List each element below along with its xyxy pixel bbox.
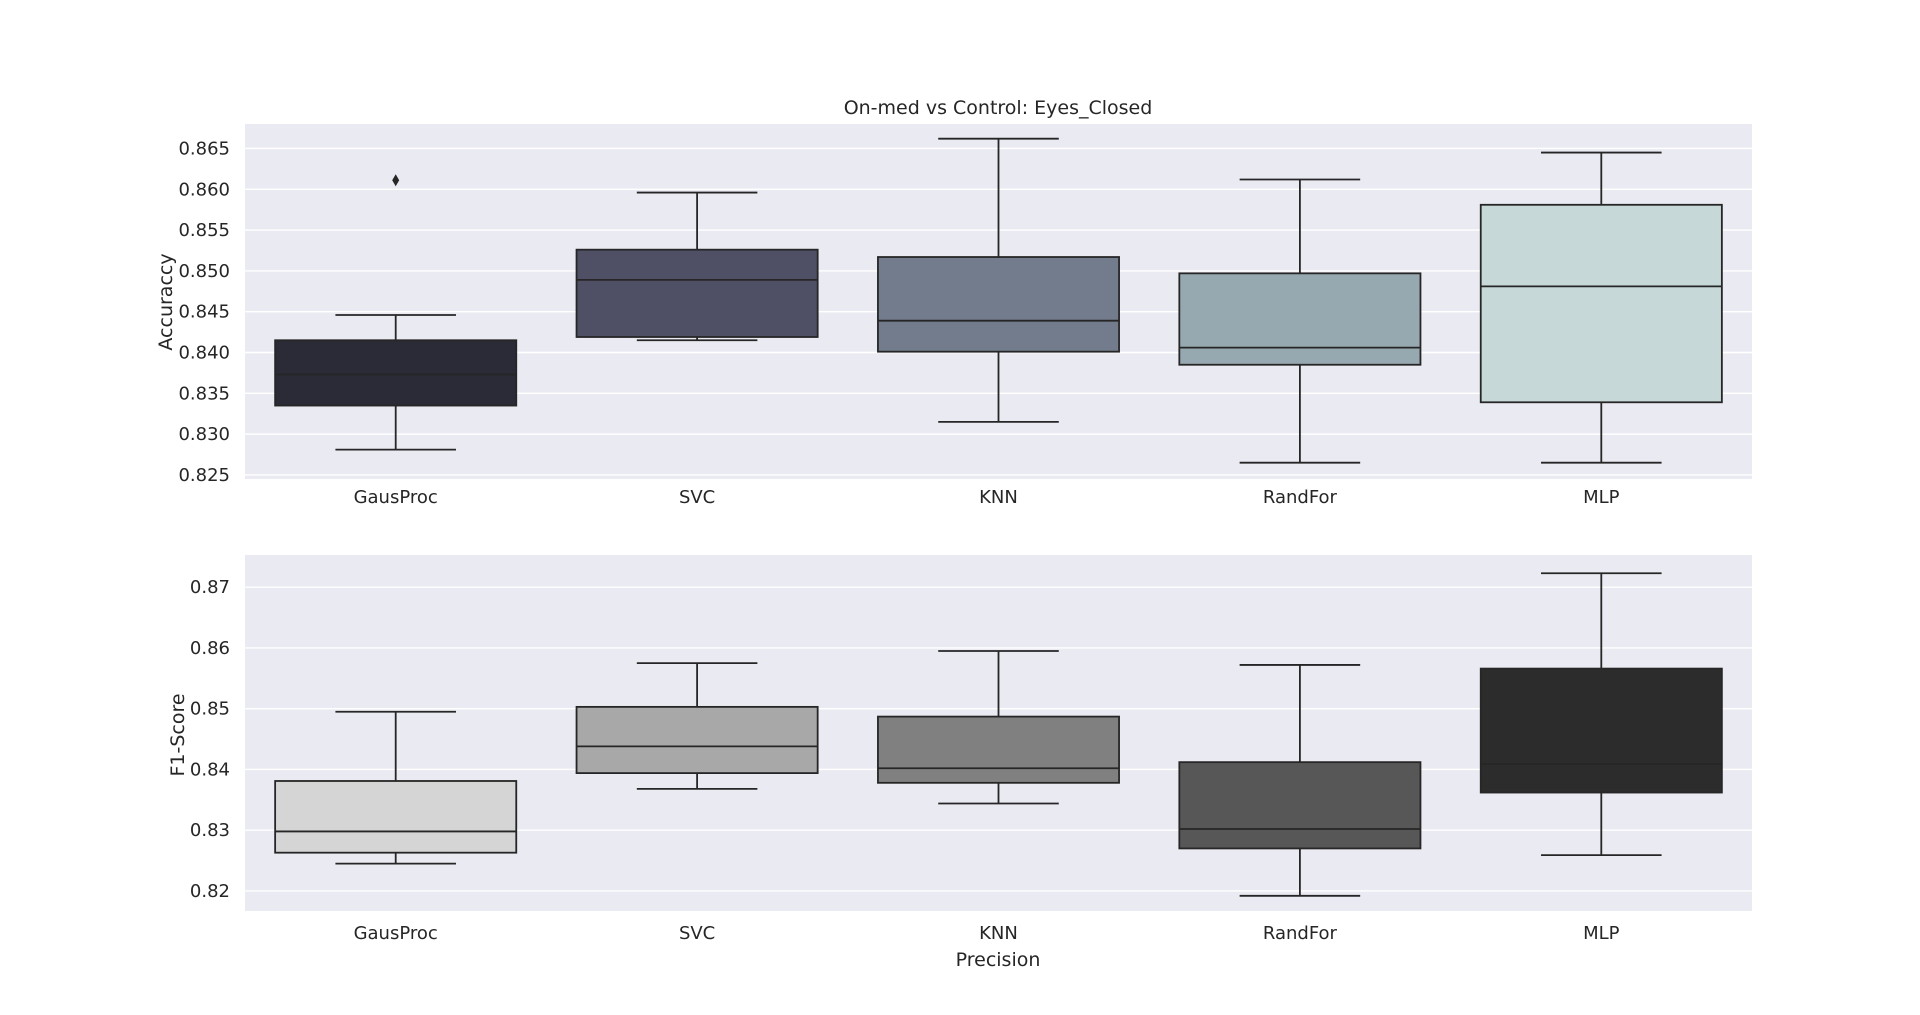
interquartile-box	[877, 256, 1120, 353]
accuracy-x-tick-label: MLP	[1583, 487, 1620, 508]
accuracy-panel: 0.825 0.830 0.835 0.840 0.845 0.850 0.855 0.860…	[155, 124, 1752, 508]
accuracy-boxes	[274, 137, 1723, 464]
interquartile-box	[877, 715, 1120, 784]
f1-score-x-tick-label: GausProc	[354, 923, 438, 944]
accuracy-box-mlp	[1479, 151, 1723, 464]
f1-score-y-tick-label: 0.82	[190, 881, 230, 902]
f1-score-x-tick-label: SVC	[679, 923, 715, 944]
interquartile-box	[1479, 667, 1723, 794]
f1-score-x-tick-label: MLP	[1583, 923, 1620, 944]
accuracy-y-tick-label: 0.825	[178, 465, 230, 486]
chart-title: On-med vs Control: Eyes_Closed	[844, 97, 1153, 119]
accuracy-y-tick-label: 0.835	[178, 383, 230, 404]
f1-score-box-gausproc	[274, 710, 518, 865]
outlier-point	[392, 174, 400, 187]
f1-score-boxes	[274, 572, 1723, 897]
accuracy-y-tick-label: 0.865	[178, 138, 230, 159]
f1-score-y-tick-label: 0.85	[190, 699, 230, 720]
accuracy-y-tick-label: 0.850	[178, 261, 230, 282]
accuracy-box-knn	[877, 137, 1120, 423]
interquartile-box	[274, 780, 518, 854]
accuracy-y-tick-label: 0.860	[178, 179, 230, 200]
interquartile-box	[575, 248, 819, 338]
accuracy-y-tick-label: 0.840	[178, 343, 230, 364]
accuracy-y-tick-label: 0.830	[178, 424, 230, 445]
f1-score-x-axis-label: Precision	[956, 949, 1041, 971]
f1-score-y-tick-label: 0.84	[190, 759, 230, 780]
accuracy-y-tick-label: 0.855	[178, 220, 230, 241]
interquartile-box	[274, 339, 518, 407]
f1-score-y-tick-label: 0.83	[190, 820, 230, 841]
accuracy-x-tick-labels: GausProc SVC KNN RandFor MLP	[354, 487, 1620, 508]
interquartile-box	[1178, 761, 1422, 850]
f1-score-y-axis-label: F1-Score	[167, 693, 189, 776]
accuracy-x-tick-label: KNN	[979, 487, 1018, 508]
accuracy-x-tick-label: GausProc	[354, 487, 438, 508]
interquartile-box	[1479, 203, 1723, 404]
accuracy-y-axis-label: Accuraccy	[155, 253, 177, 350]
accuracy-box-randfor	[1178, 178, 1422, 464]
accuracy-box-svc	[575, 191, 819, 342]
accuracy-box-gausproc	[274, 174, 518, 451]
interquartile-box	[575, 705, 819, 774]
accuracy-x-tick-label: RandFor	[1263, 487, 1338, 508]
f1-score-x-tick-label: KNN	[979, 923, 1018, 944]
f1-score-box-mlp	[1479, 572, 1723, 857]
interquartile-box	[1178, 272, 1422, 366]
f1-score-x-tick-labels: GausProc SVC KNN RandFor MLP	[354, 923, 1620, 944]
f1-score-y-tick-label: 0.87	[190, 577, 230, 598]
f1-score-box-randfor	[1178, 664, 1422, 897]
f1-score-panel: 0.82 0.83 0.84 0.85 0.86 0.87 GausProc SVC KNN R…	[167, 555, 1752, 971]
f1-score-y-tick-label: 0.86	[190, 638, 230, 659]
accuracy-y-tick-label: 0.845	[178, 302, 230, 323]
f1-score-y-tick-labels: 0.82 0.83 0.84 0.85 0.86 0.87	[190, 577, 230, 902]
accuracy-x-tick-label: SVC	[679, 487, 715, 508]
f1-score-box-knn	[877, 650, 1120, 805]
accuracy-y-tick-labels: 0.825 0.830 0.835 0.840 0.845 0.850 0.855 0.860…	[178, 138, 230, 485]
f1-score-box-svc	[575, 662, 819, 790]
f1-score-x-tick-label: RandFor	[1263, 923, 1338, 944]
